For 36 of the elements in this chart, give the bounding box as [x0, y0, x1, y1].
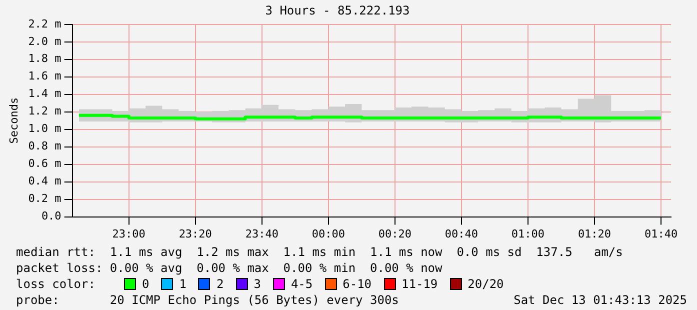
text: 20/20	[466, 277, 504, 291]
y-tick-label: 1.2 m	[28, 104, 62, 118]
text: loss color:	[16, 277, 96, 291]
text: 3	[252, 277, 261, 291]
y-tick-label: 1.8 m	[28, 52, 62, 66]
text: 2	[215, 277, 224, 291]
text: Sat Dec 13 01:43:13 2025	[514, 293, 687, 307]
x-tick-label: 23:40	[245, 227, 278, 240]
y-tick-label: 0.6 m	[28, 157, 62, 170]
x-tick-label: 23:00	[112, 227, 146, 240]
y-tick-label: 1.4 m	[28, 87, 62, 100]
x-tick-label: 23:20	[178, 227, 212, 240]
y-axis-title: Seconds	[7, 97, 20, 144]
text: 11-19	[400, 277, 438, 291]
y-tick-label: 0.4 m	[28, 174, 62, 188]
y-tick-label: 0.2 m	[28, 192, 62, 206]
text: 4-5	[290, 277, 313, 291]
text: 6-10	[342, 277, 372, 291]
x-tick-label: 01:00	[511, 227, 545, 240]
x-tick-label: 01:20	[578, 227, 612, 240]
text: probe: 20 ICMP Echo Pings (56 Bytes) every 300s	[16, 293, 399, 307]
y-tick-label: 2.2 m	[28, 17, 62, 30]
x-tick-label: 00:40	[444, 227, 478, 240]
text: 1	[178, 277, 186, 291]
y-tick-label: 1.6 m	[28, 70, 62, 83]
chart-title: 3 Hours - 85.222.193	[265, 3, 410, 18]
x-tick-label: 00:00	[312, 227, 345, 240]
x-tick-label: 01:40	[644, 227, 678, 240]
y-tick-label: 2.0 m	[28, 34, 62, 48]
y-tick-label: 0.8 m	[28, 140, 62, 153]
text: packet loss: 0.00 % avg 0.00 % max 0.00 % min 0.00 % now	[16, 260, 444, 276]
y-tick-label: 1.0 m	[28, 122, 62, 136]
text: 0	[141, 277, 150, 291]
y-tick-label: 0.0	[41, 210, 62, 223]
text: median rtt: 1.1 ms avg 1.2 ms max 1.1 ms min 1.1 ms now 0.0 ms sd 137.5 am/s	[16, 244, 624, 260]
x-tick-label: 00:20	[378, 227, 412, 240]
